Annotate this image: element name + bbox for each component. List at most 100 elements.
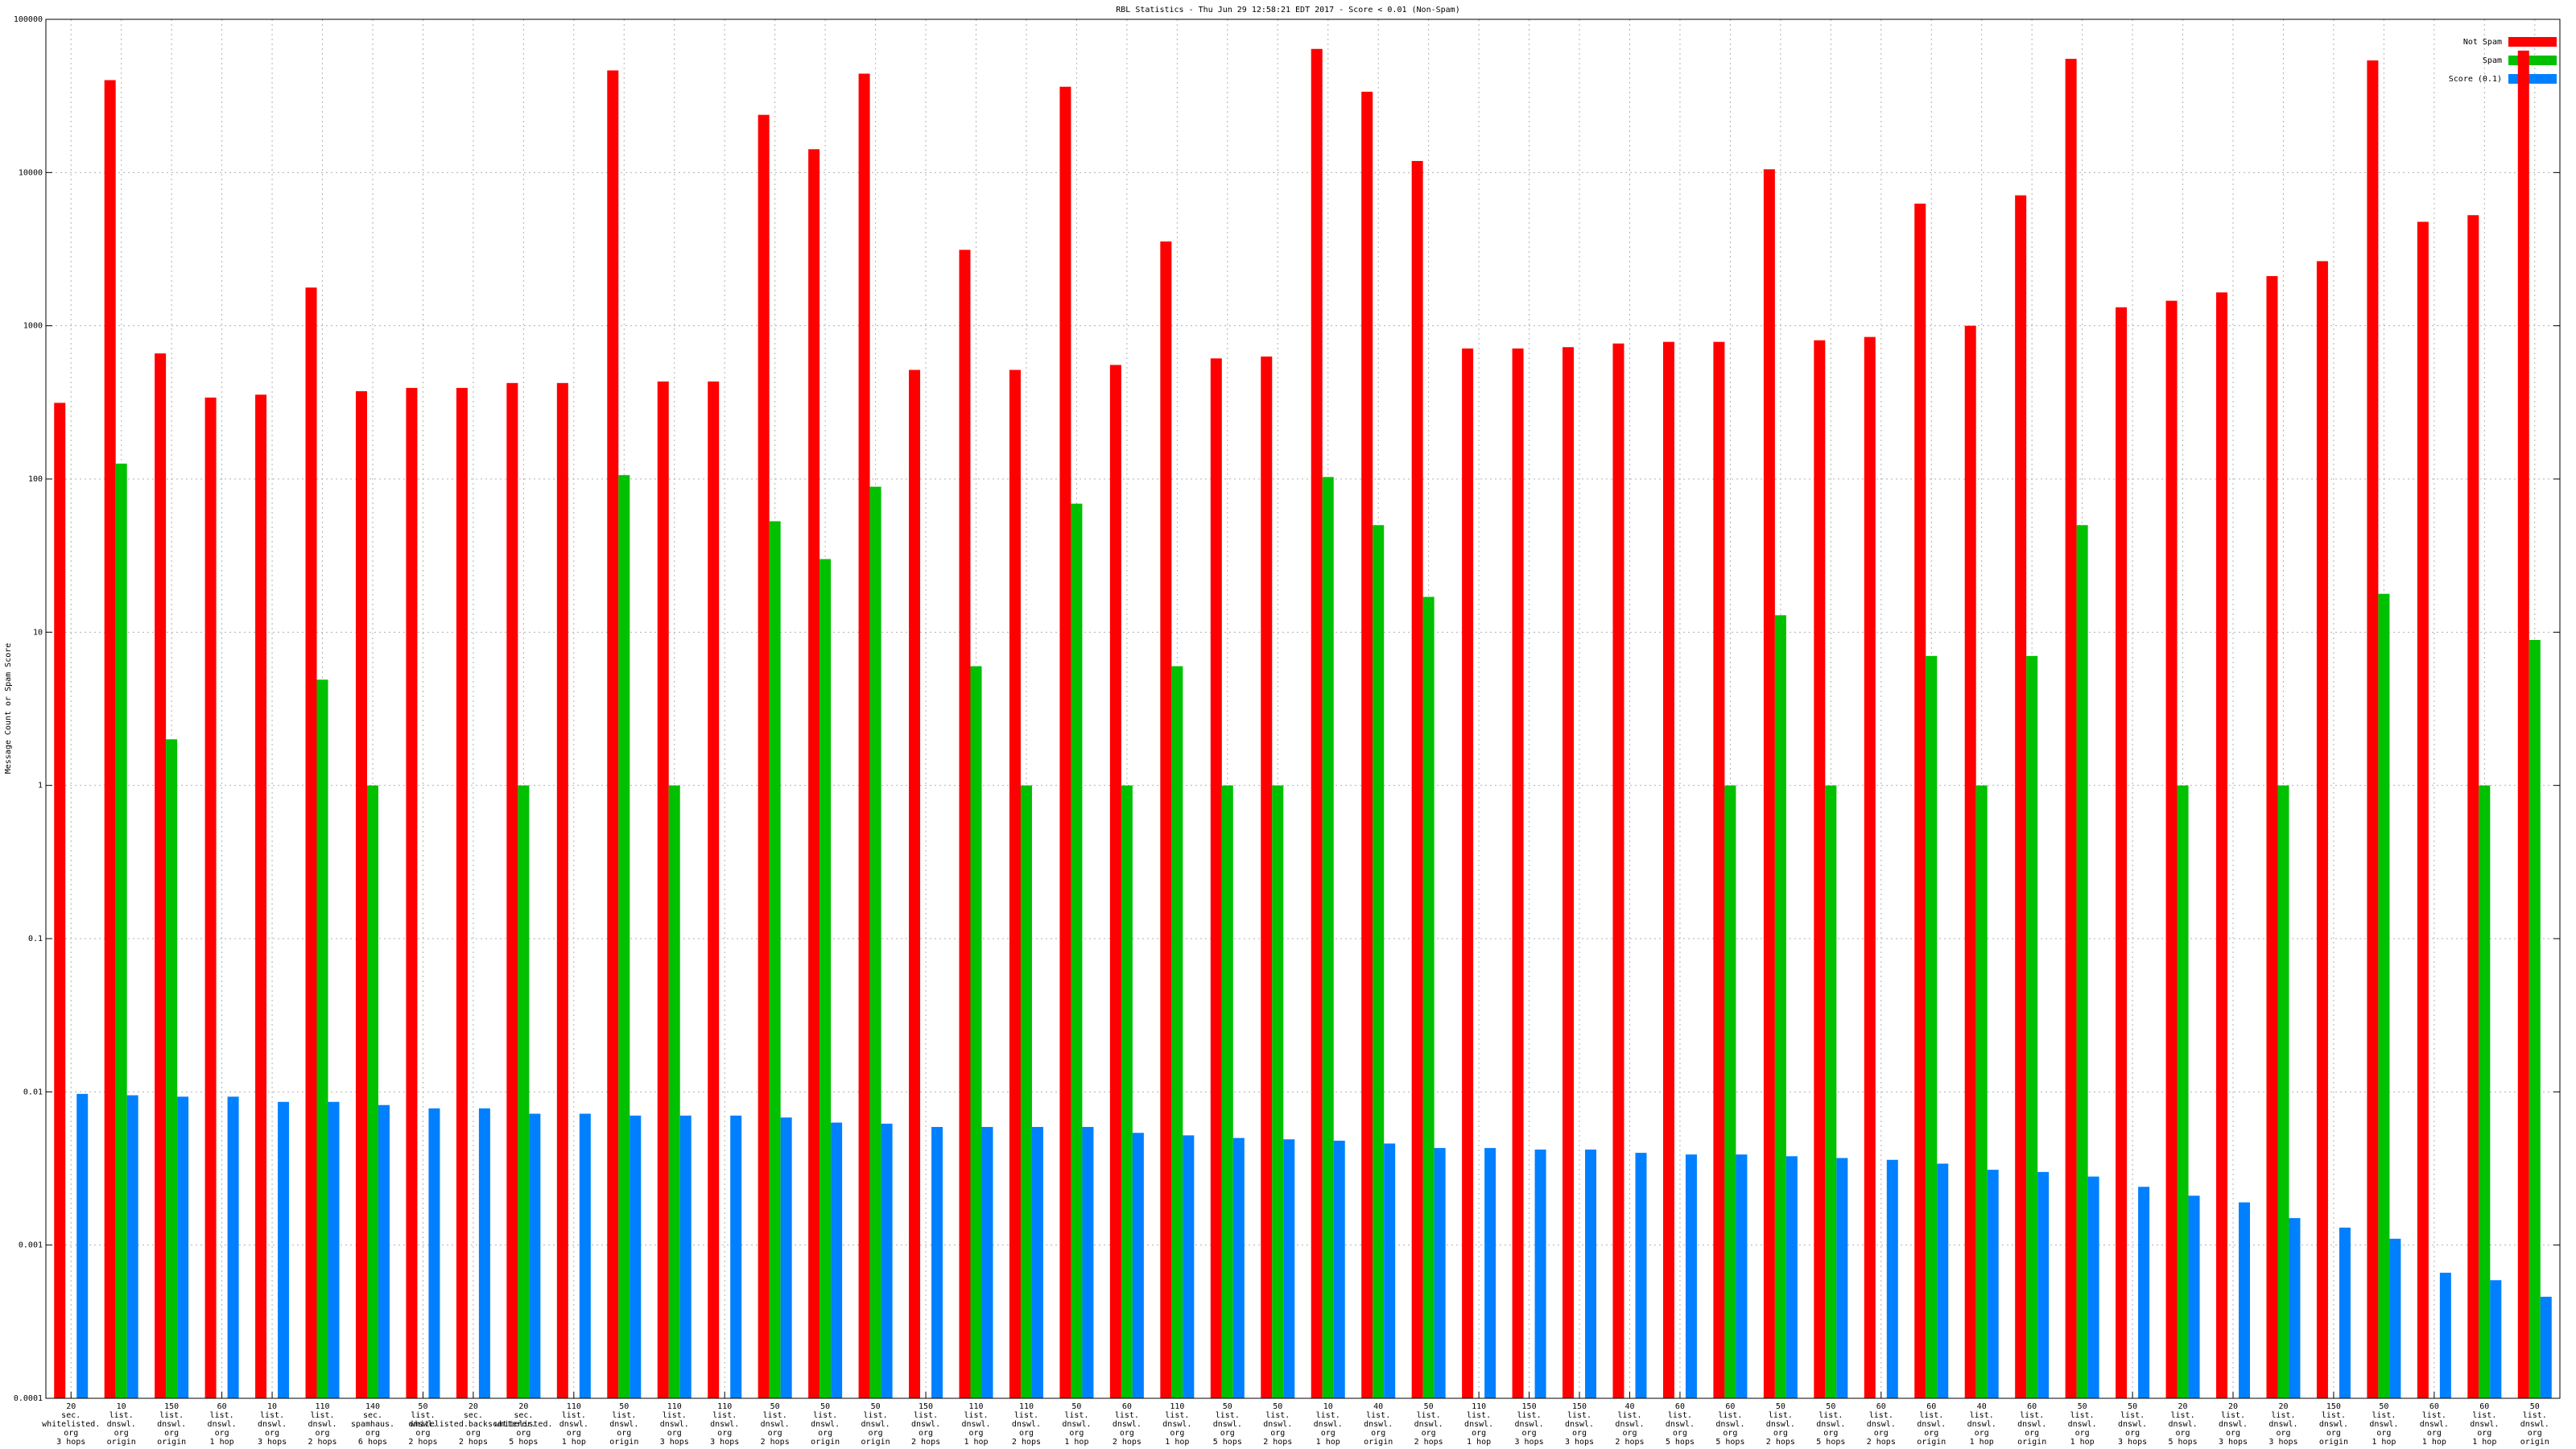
- y-tick-label: 0.001: [19, 1241, 43, 1250]
- x-tick-label: 3 hops: [1565, 1438, 1594, 1447]
- x-tick-label: org: [1220, 1429, 1235, 1438]
- x-tick-label: dnswl.: [1967, 1420, 1996, 1429]
- x-tick-label: 3 hops: [258, 1438, 287, 1447]
- x-tick-label: 1 hop: [1064, 1438, 1088, 1447]
- bar: [881, 1123, 893, 1398]
- x-tick-label: 3 hops: [2118, 1438, 2147, 1447]
- x-tick-label: dnswl.: [609, 1420, 638, 1429]
- x-tick-label: org: [1270, 1429, 1285, 1438]
- x-tick-label: 2 hops: [1113, 1438, 1141, 1447]
- x-tick-label: list.: [712, 1411, 737, 1420]
- bar: [2076, 525, 2088, 1398]
- x-tick-label: 60: [1725, 1402, 1735, 1411]
- x-tick-label: 110: [1472, 1402, 1486, 1411]
- bar: [1082, 1126, 1094, 1398]
- bar: [2138, 1187, 2150, 1398]
- bar: [1322, 477, 1334, 1398]
- bar: [1512, 348, 1524, 1398]
- bar: [155, 353, 167, 1399]
- bar: [1724, 785, 1736, 1398]
- x-tick-label: list.: [1970, 1411, 1994, 1420]
- bar: [769, 521, 781, 1398]
- x-tick-label: org: [1572, 1429, 1587, 1438]
- x-tick-label: 40: [1373, 1402, 1383, 1411]
- x-tick-label: dnswl.: [559, 1420, 588, 1429]
- x-tick-label: origin: [2017, 1438, 2046, 1447]
- x-tick-label: 110: [667, 1402, 682, 1411]
- bar: [506, 382, 518, 1398]
- x-tick-label: dnswl.: [1464, 1420, 1493, 1429]
- x-tick-label: dnswl.: [1414, 1420, 1443, 1429]
- x-tick-label: org: [617, 1429, 631, 1438]
- bar: [1411, 160, 1423, 1398]
- x-tick-label: org: [768, 1429, 782, 1438]
- x-tick-label: 20: [2278, 1402, 2288, 1411]
- x-tick-label: dnswl.: [1816, 1420, 1845, 1429]
- x-tick-label: org: [818, 1429, 832, 1438]
- x-tick-label: 60: [2027, 1402, 2037, 1411]
- x-tick-label: org: [215, 1429, 229, 1438]
- bar: [1785, 1156, 1798, 1398]
- bar: [2517, 50, 2529, 1399]
- bar: [2540, 1296, 2552, 1398]
- bar: [378, 1104, 390, 1398]
- bar: [255, 394, 267, 1398]
- bar: [2417, 221, 2429, 1399]
- bar: [1283, 1139, 1295, 1398]
- x-tick-label: list.: [1617, 1411, 1641, 1420]
- x-tick-label: 3 hops: [710, 1438, 739, 1447]
- bar: [2378, 593, 2390, 1398]
- x-tick-label: sec.: [464, 1411, 483, 1420]
- bar: [579, 1113, 591, 1398]
- x-tick-label: list.: [1869, 1411, 1893, 1420]
- bar: [1685, 1154, 1697, 1398]
- bar: [1232, 1137, 1245, 1398]
- bar: [278, 1101, 290, 1398]
- x-tick-label: 1 hop: [562, 1438, 586, 1447]
- x-tick-label: 2 hops: [911, 1438, 940, 1447]
- x-tick-label: dnswl.: [1012, 1420, 1041, 1429]
- bar: [1160, 241, 1172, 1398]
- x-tick-label: dnswl.: [107, 1420, 136, 1429]
- x-tick-label: 50: [2128, 1402, 2137, 1411]
- x-tick-label: dnswl.: [1213, 1420, 1242, 1429]
- bar: [1612, 343, 1624, 1398]
- bar: [1484, 1148, 1496, 1398]
- chart-title: RBL Statistics - Thu Jun 29 12:58:21 EDT…: [1116, 6, 1459, 14]
- x-tick-label: 3 hops: [1515, 1438, 1544, 1447]
- x-tick-label: origin: [609, 1438, 638, 1447]
- x-tick-label: org: [1673, 1429, 1687, 1438]
- bar: [668, 785, 680, 1398]
- x-tick-label: 1 hop: [2070, 1438, 2095, 1447]
- x-tick-label: org: [2075, 1429, 2090, 1438]
- bar: [518, 785, 530, 1398]
- bar: [2479, 785, 2491, 1398]
- x-tick-label: sec.: [363, 1411, 382, 1420]
- x-tick-label: dnswl.: [1565, 1420, 1594, 1429]
- x-tick-label: dnswl.: [861, 1420, 890, 1429]
- bar: [305, 287, 317, 1399]
- x-tick-label: dnswl.: [258, 1420, 287, 1429]
- bar: [1333, 1141, 1345, 1398]
- x-tick-label: org: [1472, 1429, 1486, 1438]
- bar: [1886, 1159, 1898, 1398]
- x-tick-label: 50: [2078, 1402, 2087, 1411]
- x-tick-label: 2 hops: [1414, 1438, 1443, 1447]
- x-tick-label: list.: [1216, 1411, 1240, 1420]
- x-tick-label: 5 hops: [1715, 1438, 1744, 1447]
- x-tick-label: dnswl.: [157, 1420, 186, 1429]
- x-tick-label: dnswl.: [1615, 1420, 1644, 1429]
- x-tick-label: org: [2326, 1429, 2341, 1438]
- x-tick-label: 110: [717, 1402, 732, 1411]
- x-tick-label: 5 hops: [509, 1438, 538, 1447]
- bar: [2015, 195, 2027, 1399]
- x-tick-label: dnswl.: [408, 1420, 437, 1429]
- x-tick-label: list.: [813, 1411, 837, 1420]
- x-tick-label: 5 hops: [1816, 1438, 1845, 1447]
- x-tick-label: 50: [1273, 1402, 1282, 1411]
- x-tick-label: list.: [1919, 1411, 1943, 1420]
- x-tick-label: org: [265, 1429, 279, 1438]
- y-tick-label: 0.01: [23, 1088, 43, 1096]
- legend-swatch: [2508, 37, 2557, 47]
- bar: [607, 70, 619, 1398]
